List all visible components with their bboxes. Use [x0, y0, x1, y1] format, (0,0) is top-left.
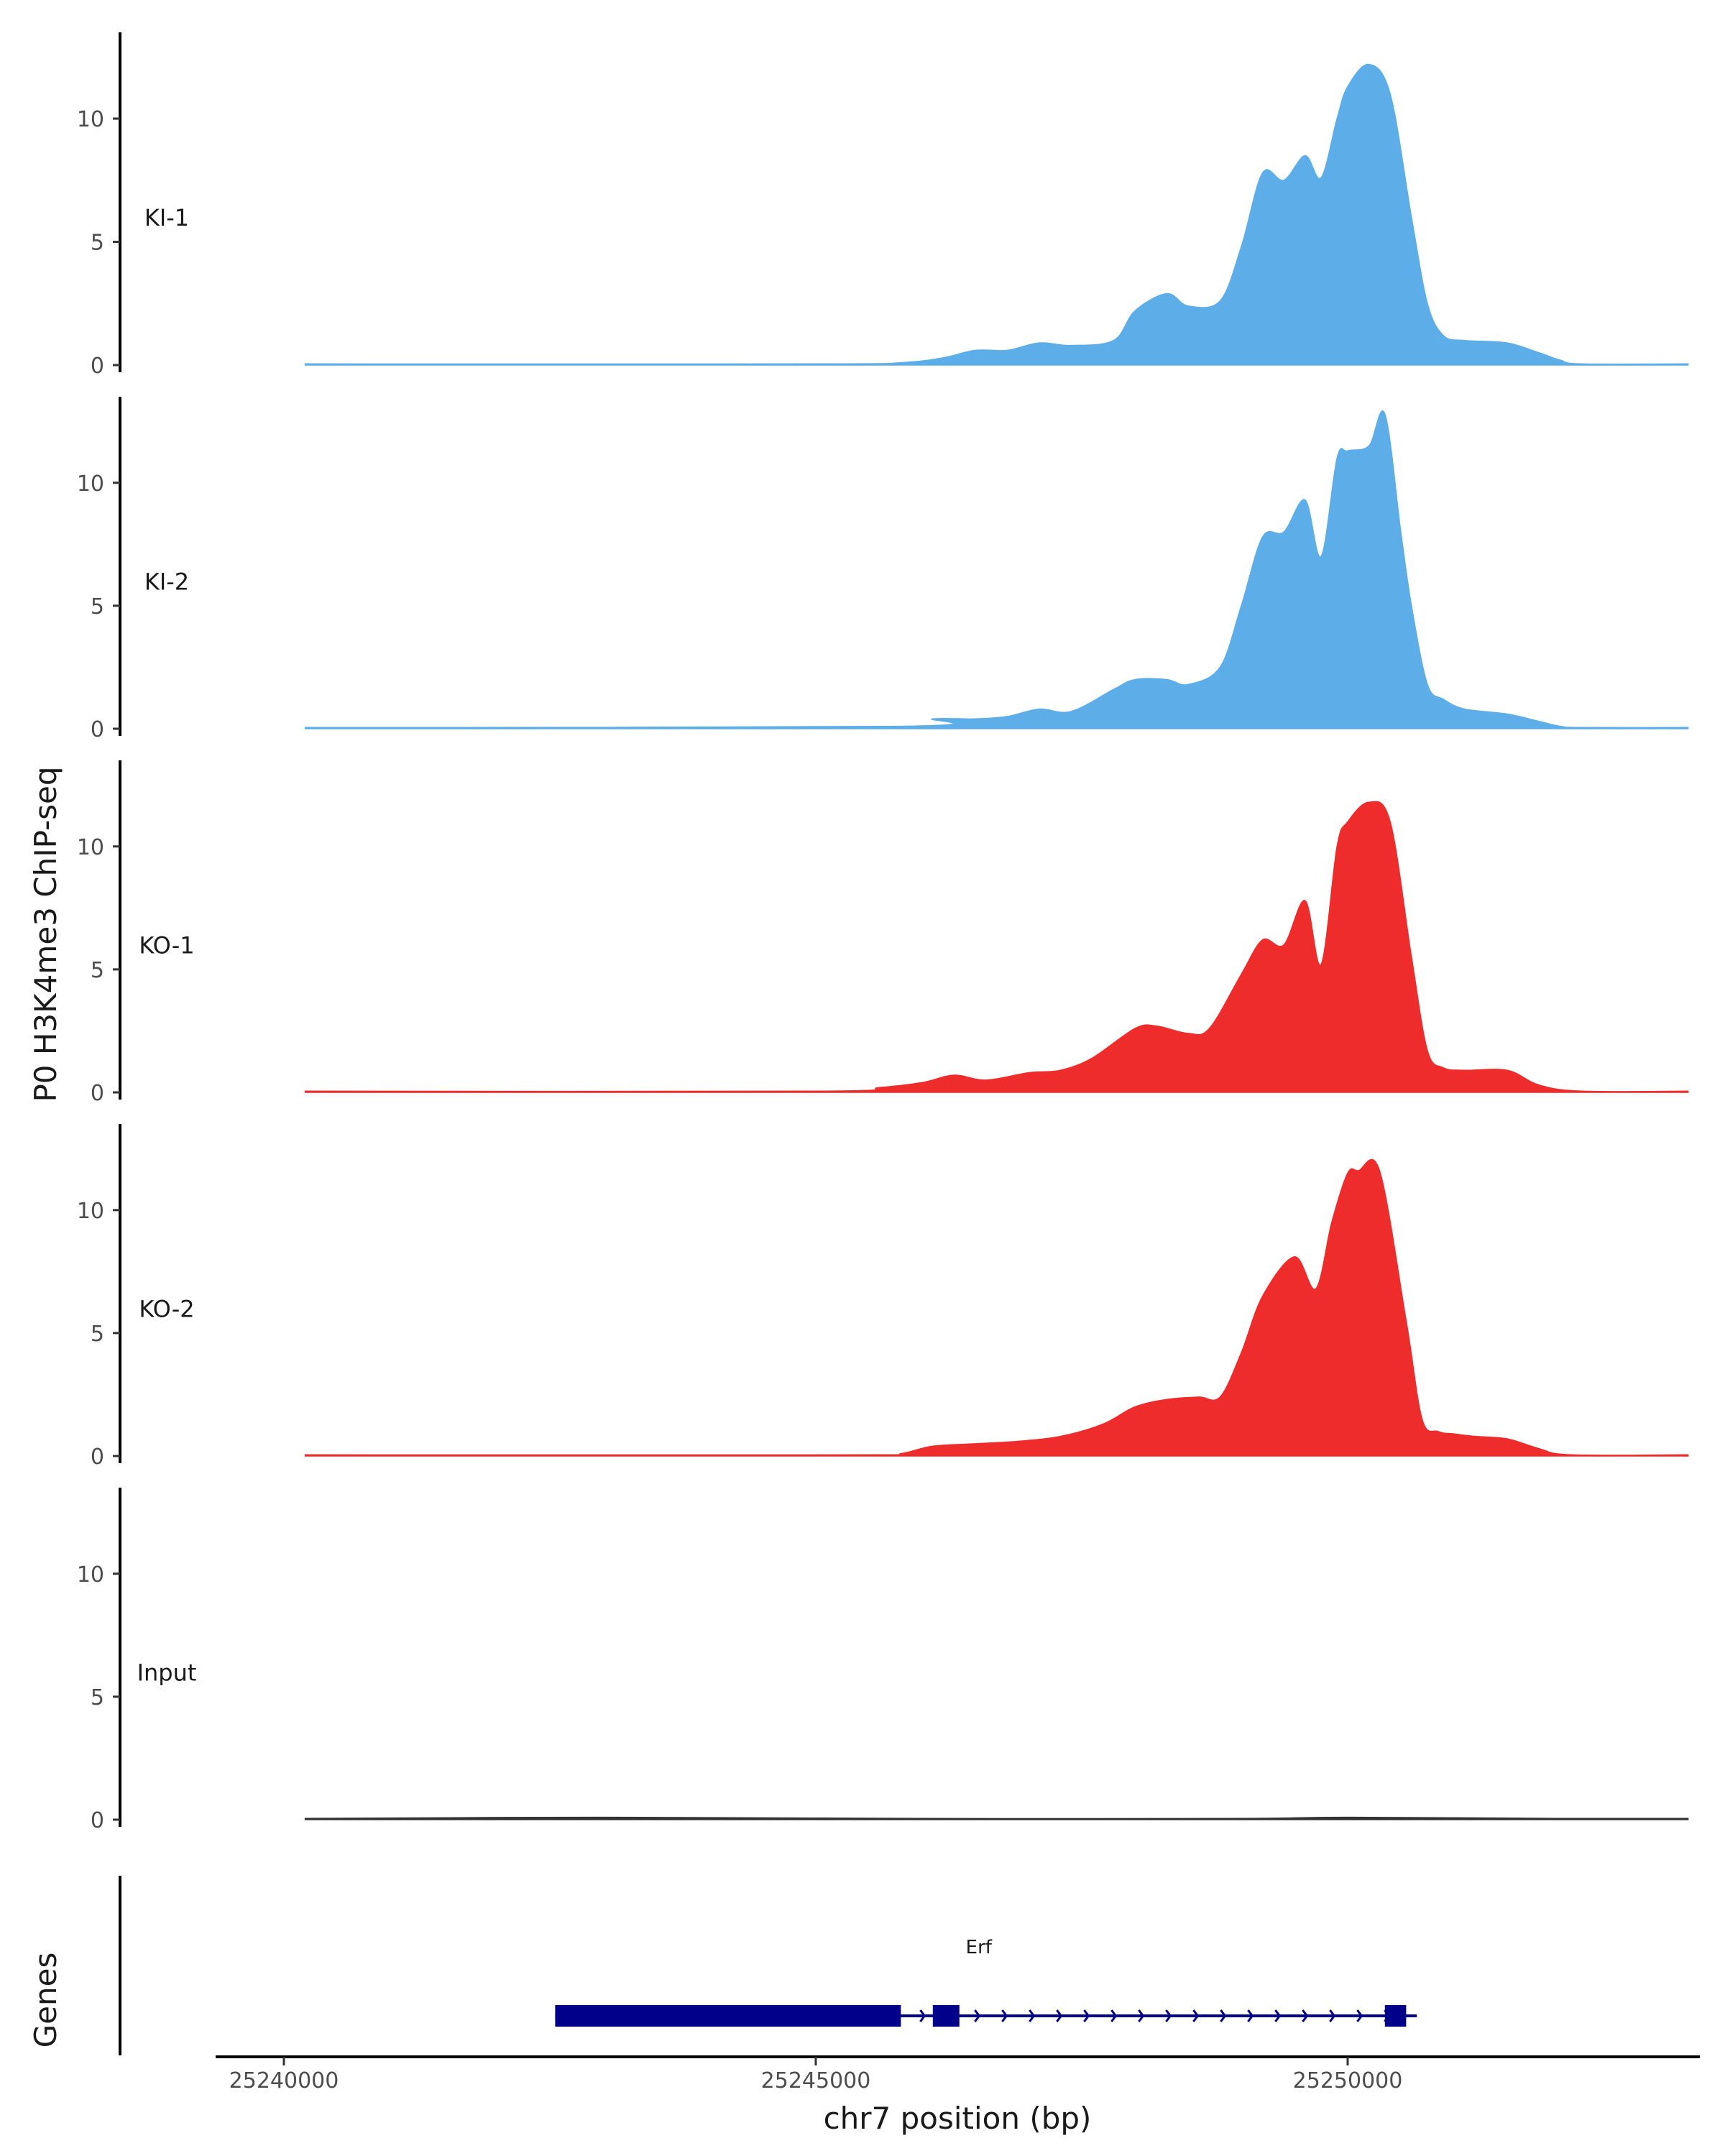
x-tick-label: 25245000: [761, 2068, 871, 2093]
strand-arrow: [1165, 2009, 1172, 2022]
strand-arrow: [1056, 2009, 1063, 2022]
strand-arrow: [1247, 2009, 1254, 2022]
signal-area-ki-1: [304, 63, 1689, 366]
track-label: KO-1: [139, 932, 194, 959]
y-tick-label: 10: [77, 107, 104, 132]
strand-arrow: [1110, 2009, 1118, 2022]
y-tick-label: 0: [91, 1445, 104, 1470]
y-tick-label: 5: [91, 958, 104, 983]
track-ki-1: 0 5 10 KI-1: [77, 32, 1689, 379]
y-tick-label: 0: [91, 1808, 104, 1833]
y-tick-label: 10: [77, 471, 104, 497]
x-tick-label: 25250000: [1293, 2068, 1403, 2093]
y-tick-label: 0: [91, 717, 104, 742]
y-tick-label: 5: [91, 1685, 104, 1710]
y-tick-label: 5: [91, 231, 104, 256]
signal-area-ki-2: [304, 410, 1689, 729]
signal-tracks: 0 5 10 KI-1 0 5 10 KI-2 0 5 10 KO-1 0 5 10 KO-2 0 5 10 Inpu…: [77, 32, 1689, 1833]
gene-name-label: Erf: [966, 1937, 993, 1958]
strand-arrow: [1029, 2009, 1036, 2022]
strand-arrow: [1138, 2009, 1145, 2022]
track-ko-2: 0 5 10 KO-2: [77, 1124, 1689, 1470]
gene-erf: Erf: [555, 1937, 1417, 2027]
y-axis-title: P0 H3K4me3 ChIP-seq: [28, 766, 63, 1102]
strand-arrow: [974, 2009, 981, 2022]
strand-arrow: [1192, 2009, 1200, 2022]
y-tick-label: 10: [77, 1199, 104, 1224]
track-ki-2: 0 5 10 KI-2: [77, 397, 1689, 742]
y-tick-label: 5: [91, 594, 104, 619]
genes-track-title: Genes: [28, 1953, 63, 2048]
track-input: 0 5 10 Input: [77, 1488, 1689, 1833]
track-label: KI-2: [144, 568, 189, 596]
track-label: KO-2: [139, 1296, 194, 1323]
strand-arrow: [919, 2009, 926, 2022]
x-axis-title: chr7 position (bp): [824, 2101, 1092, 2136]
y-tick-label: 5: [91, 1322, 104, 1347]
y-tick-label: 10: [77, 835, 104, 860]
track-label: KI-1: [144, 204, 189, 231]
gene-exon: [555, 2005, 901, 2027]
track-ko-1: 0 5 10 KO-1: [77, 760, 1689, 1106]
track-label: Input: [137, 1659, 197, 1687]
signal-area-input: [304, 1816, 1689, 1820]
strand-arrow: [1001, 2009, 1008, 2022]
y-tick-label: 0: [91, 1081, 104, 1106]
strand-arrow: [1083, 2009, 1090, 2022]
genes-track: Genes Erf: [28, 1876, 1417, 2055]
x-tick-label: 25240000: [229, 2068, 339, 2093]
strand-arrow: [1220, 2009, 1227, 2022]
y-tick-label: 10: [77, 1562, 104, 1588]
gene-exon: [1384, 2005, 1407, 2027]
signal-area-ko-2: [304, 1158, 1689, 1457]
x-axis: chr7 position (bp) 25240000 25245000 25250…: [216, 2055, 1700, 2136]
y-tick-label: 0: [91, 354, 104, 379]
gene-exon: [932, 2005, 960, 2027]
strand-arrow: [1329, 2009, 1336, 2022]
strand-arrow: [1274, 2009, 1282, 2022]
strand-arrow: [1356, 2009, 1363, 2022]
signal-area-ko-1: [304, 801, 1689, 1093]
strand-arrow: [1302, 2009, 1309, 2022]
